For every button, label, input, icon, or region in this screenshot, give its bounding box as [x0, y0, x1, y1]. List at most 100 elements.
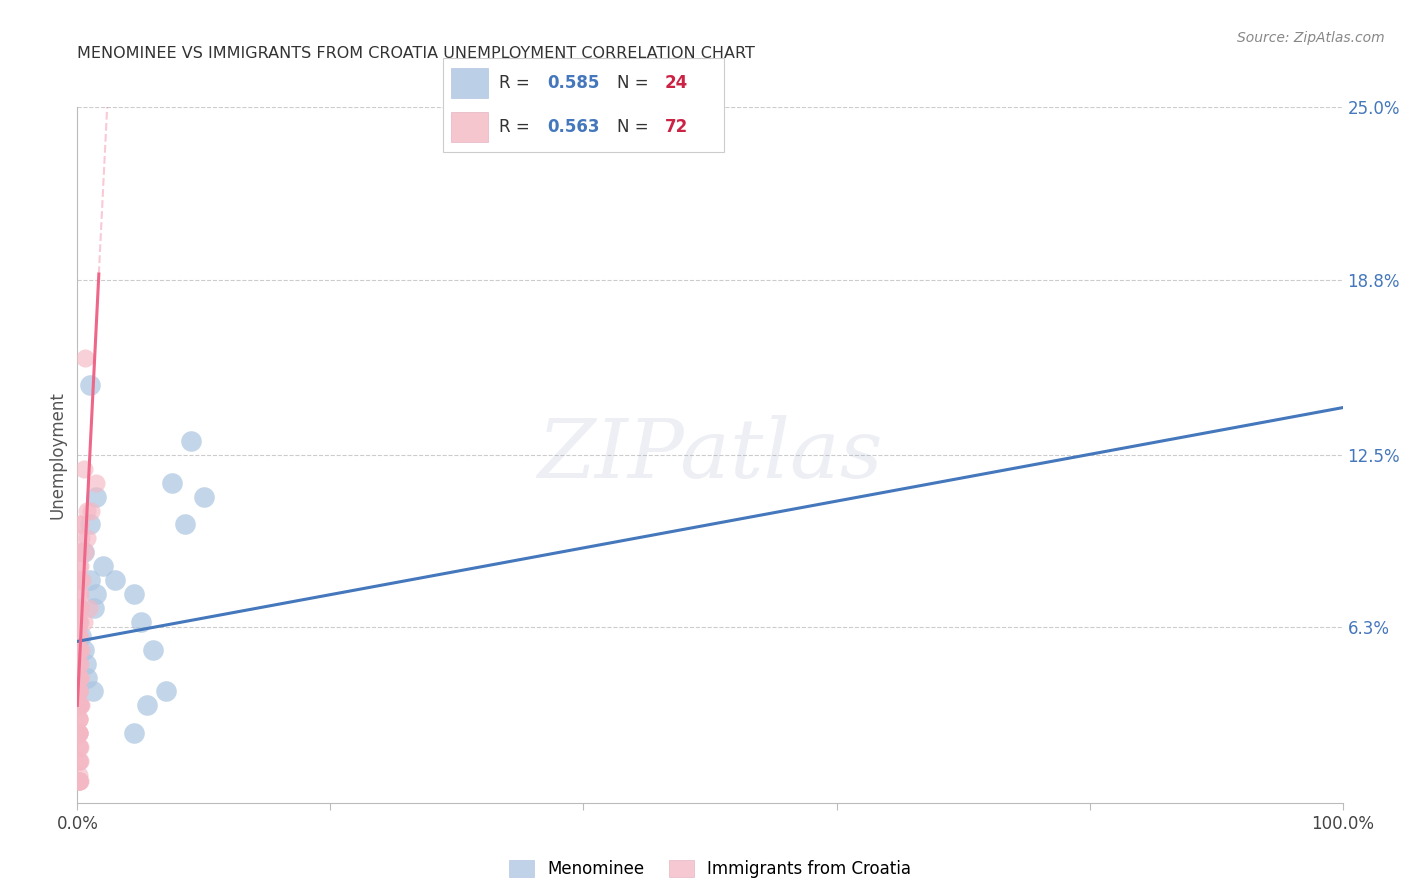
Point: [67, 601, 90, 615]
Point: [67, 773, 90, 788]
Point: [67, 754, 90, 768]
Point: [67, 615, 90, 629]
Point: [180, 434, 202, 448]
Text: 24: 24: [665, 74, 689, 92]
FancyBboxPatch shape: [451, 69, 488, 98]
Point: [67, 573, 90, 587]
Point: [104, 573, 127, 587]
Text: 0.563: 0.563: [547, 119, 599, 136]
Point: [83, 601, 105, 615]
Point: [67, 698, 90, 713]
Point: [67, 726, 90, 740]
Point: [69, 559, 91, 574]
Point: [67, 615, 90, 629]
Text: MENOMINEE VS IMMIGRANTS FROM CROATIA UNEMPLOYMENT CORRELATION CHART: MENOMINEE VS IMMIGRANTS FROM CROATIA UNE…: [77, 45, 755, 61]
Point: [67, 629, 90, 643]
Point: [67, 642, 90, 657]
Point: [67, 773, 90, 788]
Point: [67, 642, 90, 657]
Point: [79, 378, 101, 392]
Point: [67, 726, 90, 740]
Point: [67, 657, 90, 671]
Point: [67, 601, 90, 615]
Point: [69, 671, 91, 685]
Point: [69, 740, 91, 755]
Point: [162, 475, 183, 490]
Point: [70, 629, 93, 643]
Point: [69, 601, 91, 615]
Point: [69, 615, 91, 629]
Point: [69, 587, 91, 601]
Text: N =: N =: [617, 74, 654, 92]
Point: [69, 671, 91, 685]
Point: [69, 698, 91, 713]
Point: [73, 642, 96, 657]
Point: [79, 517, 101, 532]
Point: [67, 671, 90, 685]
Text: R =: R =: [499, 119, 536, 136]
Point: [86, 490, 108, 504]
Point: [75, 657, 97, 671]
Point: [67, 587, 90, 601]
Point: [136, 698, 159, 713]
Point: [73, 462, 96, 476]
Point: [67, 712, 90, 726]
Point: [69, 573, 91, 587]
Point: [124, 726, 146, 740]
Point: [80, 503, 103, 517]
Point: [69, 773, 91, 788]
Point: [155, 684, 177, 698]
Point: [67, 629, 90, 643]
Y-axis label: Unemployment: Unemployment: [48, 391, 66, 519]
Point: [67, 773, 90, 788]
Point: [86, 475, 108, 490]
Point: [73, 545, 96, 559]
Point: [67, 740, 90, 755]
Point: [67, 559, 90, 574]
Point: [69, 657, 91, 671]
Point: [124, 587, 146, 601]
Text: R =: R =: [499, 74, 536, 92]
Point: [142, 642, 165, 657]
Point: [67, 726, 90, 740]
Point: [67, 740, 90, 755]
Point: [193, 490, 215, 504]
Point: [67, 754, 90, 768]
FancyBboxPatch shape: [451, 112, 488, 142]
Point: [86, 587, 108, 601]
Point: [76, 671, 98, 685]
Point: [82, 684, 104, 698]
Point: [67, 726, 90, 740]
Point: [73, 545, 96, 559]
Point: [70, 642, 93, 657]
Point: [174, 517, 197, 532]
Point: [67, 684, 90, 698]
Point: [79, 573, 101, 587]
Point: [67, 573, 90, 587]
Point: [67, 629, 90, 643]
Point: [67, 712, 90, 726]
Point: [70, 698, 93, 713]
Point: [70, 532, 93, 546]
Point: [67, 773, 90, 788]
Point: [69, 517, 91, 532]
Point: [67, 712, 90, 726]
Point: [76, 532, 98, 546]
Text: Source: ZipAtlas.com: Source: ZipAtlas.com: [1237, 31, 1385, 45]
Point: [67, 684, 90, 698]
Point: [73, 615, 96, 629]
Point: [67, 684, 90, 698]
Point: [67, 773, 90, 788]
Point: [67, 768, 90, 782]
Point: [67, 545, 90, 559]
Text: 0.585: 0.585: [547, 74, 599, 92]
Text: N =: N =: [617, 119, 654, 136]
Legend: Menominee, Immigrants from Croatia: Menominee, Immigrants from Croatia: [502, 854, 918, 885]
Text: 72: 72: [665, 119, 689, 136]
Point: [69, 698, 91, 713]
Point: [67, 684, 90, 698]
FancyBboxPatch shape: [443, 58, 724, 152]
Point: [129, 615, 152, 629]
Point: [67, 642, 90, 657]
Point: [76, 503, 98, 517]
